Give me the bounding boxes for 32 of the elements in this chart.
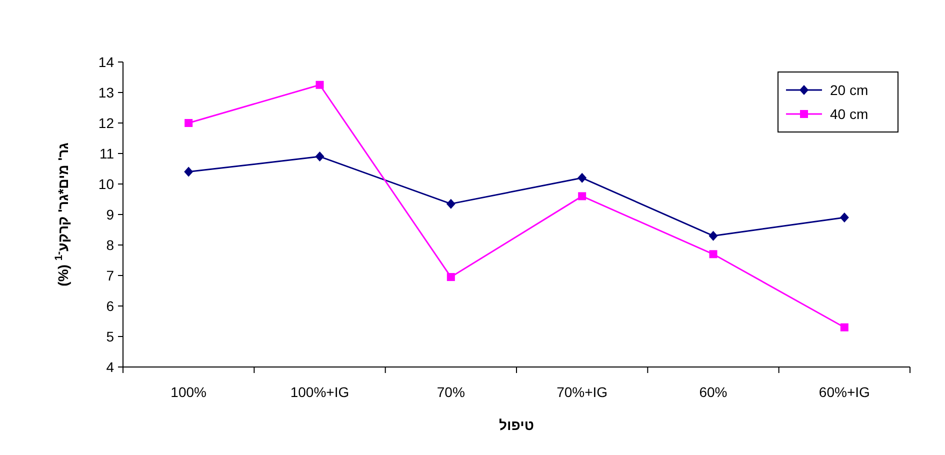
- point: [708, 230, 718, 241]
- point: [316, 80, 324, 89]
- x-tick-label: 100%: [170, 384, 206, 400]
- point: [709, 250, 718, 258]
- point: [578, 172, 587, 183]
- x-tick-label: 100%+IG: [290, 384, 350, 400]
- point: [446, 198, 456, 209]
- x-tick-label: 60%: [699, 384, 728, 400]
- y-tick-label: 9: [106, 206, 114, 222]
- y-tick-label: 4: [106, 359, 114, 375]
- legend-label: 40 cm: [830, 106, 868, 122]
- point: [184, 119, 193, 127]
- y-tick-label: 6: [106, 298, 114, 314]
- point: [840, 212, 849, 223]
- y-tick-label: 11: [99, 146, 114, 162]
- y-tick-label: 5: [106, 328, 114, 344]
- point: [184, 166, 194, 177]
- y-tick-label: 10: [98, 176, 114, 192]
- y-tick-label: 13: [98, 84, 114, 100]
- y-tick-label: 12: [98, 115, 114, 131]
- x-tick-label: 60%+IG: [818, 384, 870, 400]
- y-tick-label: 8: [106, 237, 114, 253]
- legend-label: 20 cm: [830, 82, 868, 98]
- y-tick-label: 7: [106, 268, 114, 284]
- point: [315, 152, 324, 162]
- point: [840, 323, 848, 332]
- x-tick-label: 70%: [436, 384, 465, 400]
- x-tick-label: 70%+IG: [556, 384, 608, 400]
- point: [578, 192, 586, 200]
- x-axis-title: טיפול: [499, 417, 534, 433]
- y-tick-label: 14: [98, 54, 114, 70]
- point: [446, 273, 455, 282]
